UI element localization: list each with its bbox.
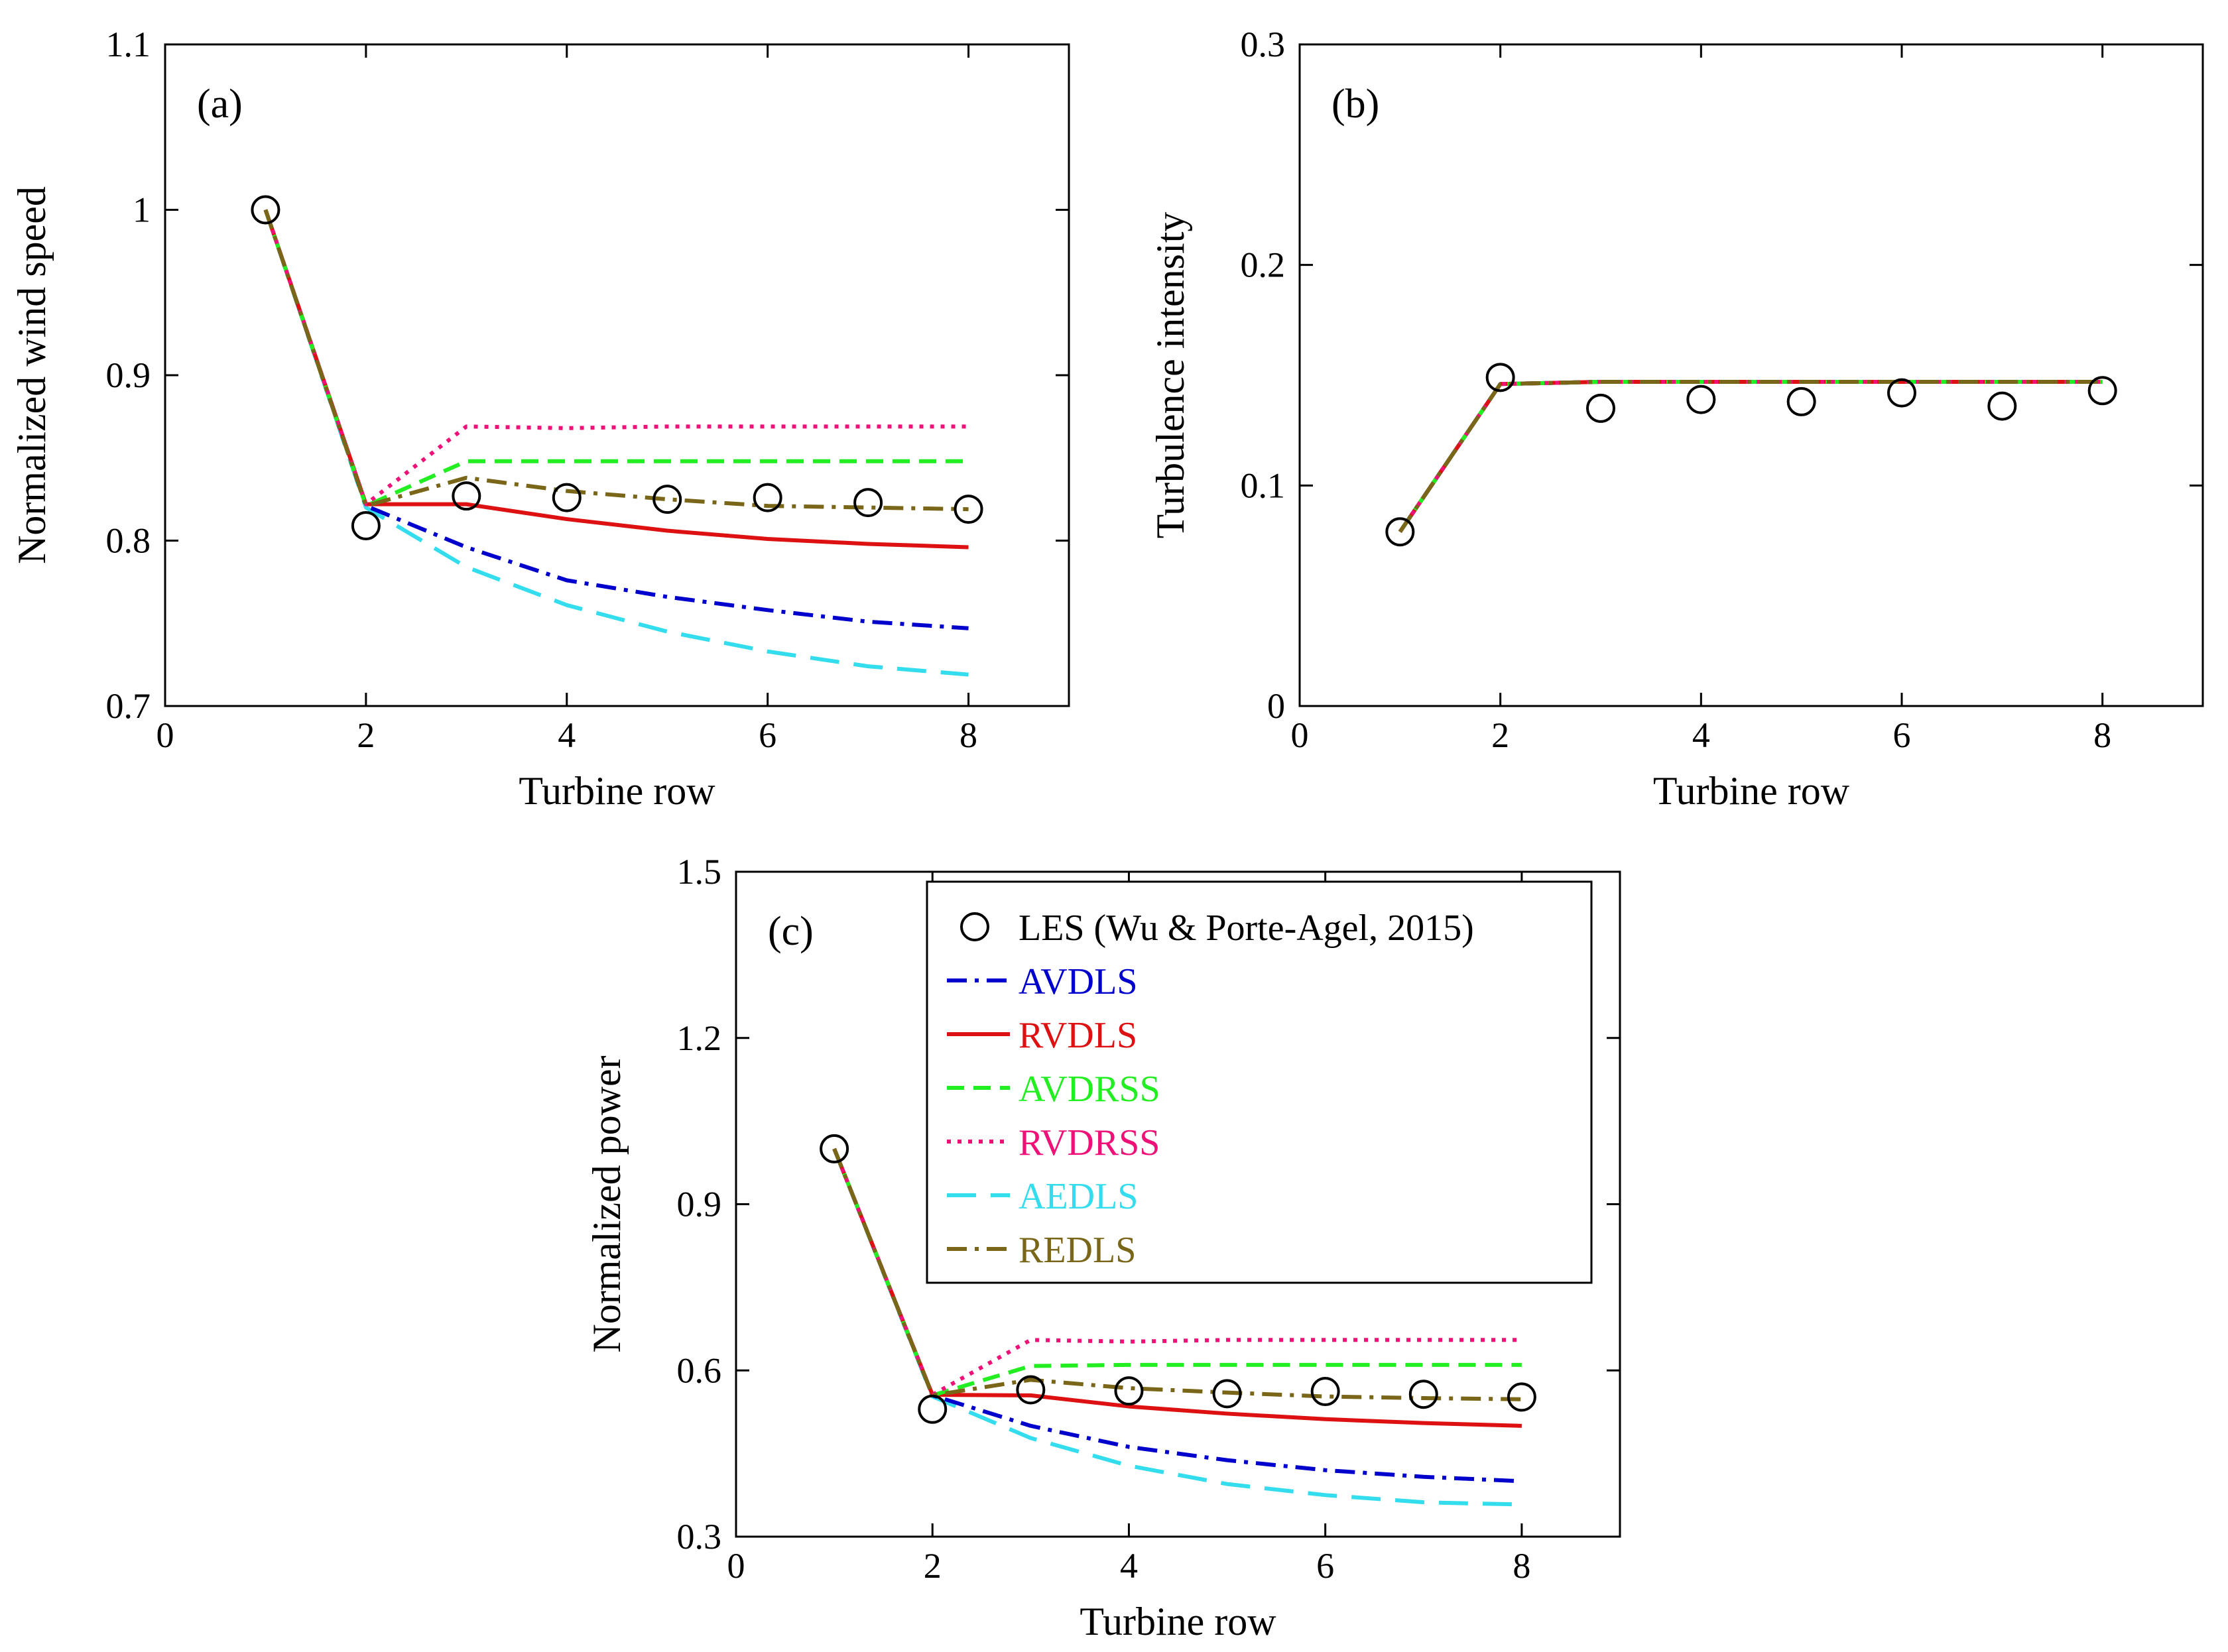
les-marker-a xyxy=(753,483,782,512)
x-tick-label-a: 6 xyxy=(759,715,776,755)
x-axis-label-b: Turbine row xyxy=(1653,769,1850,813)
legend: LES (Wu & Porte-Agel, 2015) AVDLS RVDLS AVD… xyxy=(926,880,1593,1284)
panel-label-b: (b) xyxy=(1331,82,1379,127)
legend-box xyxy=(926,880,1593,1284)
x-axis-label-a: Turbine row xyxy=(519,769,715,813)
y-tick-label-b: 0.2 xyxy=(1241,245,1286,285)
les-marker-a xyxy=(652,485,682,514)
les-marker-c xyxy=(1114,1376,1144,1406)
y-tick-label-c: 0.9 xyxy=(677,1185,722,1224)
y-tick-label-a: 0.8 xyxy=(106,521,151,561)
les-marker-b xyxy=(1686,384,1716,414)
series-line-avdrss-a xyxy=(263,209,969,508)
les-marker-b xyxy=(1485,363,1515,392)
les-marker-c xyxy=(820,1134,849,1163)
y-tick-label-a: 0.7 xyxy=(106,686,151,726)
series-line-rvdls-b xyxy=(1398,379,2103,533)
panel-b: 0 2 4 6 8 0 0.1 0.2 0.3 Turbine row Turbulence int… xyxy=(1148,25,2204,813)
x-tick-label-a: 0 xyxy=(156,715,174,755)
panel-c: 0 2 4 6 8 0.3 0.6 0.9 1.2 1.5 Turbine row Normalize… xyxy=(585,852,1621,1643)
series-line-rvdrss-a xyxy=(263,209,969,506)
les-marker-a xyxy=(351,511,381,541)
series-line-redls-b xyxy=(1398,379,2103,533)
les-marker-a xyxy=(954,495,983,524)
series-line-avdls-b xyxy=(1398,379,2103,533)
series-line-rvdrss-b xyxy=(1398,379,2103,533)
x-tick-label-a: 4 xyxy=(558,715,576,755)
y-tick-label-b: 0 xyxy=(1267,686,1285,726)
panel-label-c: (c) xyxy=(768,909,814,954)
y-tick-label-a: 1.1 xyxy=(106,25,151,64)
les-marker-a xyxy=(452,481,481,511)
x-tick-label-c: 0 xyxy=(727,1546,745,1586)
legend-marker-les xyxy=(960,912,989,941)
x-tick-label-b: 6 xyxy=(1893,715,1911,755)
axes-box-b xyxy=(1298,43,2204,707)
les-marker-b xyxy=(2087,376,2117,406)
les-marker-a xyxy=(251,195,280,225)
x-tick-label-c: 4 xyxy=(1120,1546,1138,1586)
y-tick-label-c: 0.6 xyxy=(677,1350,722,1390)
series-line-avdrss-c xyxy=(832,1148,1522,1397)
x-tick-label-a: 8 xyxy=(959,715,977,755)
y-tick-label-c: 0.3 xyxy=(677,1517,722,1557)
series-line-aedls-c xyxy=(832,1148,1522,1507)
x-tick-label-a: 2 xyxy=(357,715,375,755)
series-line-rvdls-c xyxy=(832,1148,1522,1428)
series-line-rvdrss-c xyxy=(832,1148,1522,1397)
les-marker-c xyxy=(918,1394,948,1424)
legend-label-les: LES (Wu & Porte-Agel, 2015) xyxy=(1019,908,1474,949)
x-tick-label-b: 8 xyxy=(2093,715,2111,755)
les-marker-c xyxy=(1016,1375,1046,1405)
panel-label-a: (a) xyxy=(197,82,243,127)
series-line-aedls-b xyxy=(1398,379,2103,533)
les-marker-b xyxy=(1385,517,1415,547)
y-tick-label-c: 1.2 xyxy=(677,1018,722,1058)
legend-label-redls: REDLS xyxy=(1019,1230,1136,1271)
x-tick-label-b: 2 xyxy=(1491,715,1509,755)
series-line-aedls-a xyxy=(263,209,969,677)
x-axis-label-c: Turbine row xyxy=(1080,1600,1276,1643)
y-tick-label-a: 0.9 xyxy=(106,355,151,395)
les-marker-b xyxy=(1887,378,1916,408)
panel-a: 0 2 4 6 8 0.7 0.8 0.9 1 1.1 Turbine row Normalized … xyxy=(10,25,1070,813)
y-tick-label-b: 0.3 xyxy=(1241,25,1286,64)
y-tick-label-b: 0.1 xyxy=(1241,465,1286,505)
legend-label-rvdrss: RVDRSS xyxy=(1019,1122,1160,1163)
y-tick-label-c: 1.5 xyxy=(677,852,722,892)
series-line-rvdls-a xyxy=(263,209,969,550)
y-axis-label-c: Normalized power xyxy=(585,1055,629,1352)
x-tick-label-b: 4 xyxy=(1692,715,1710,755)
legend-label-avdrss: AVDRSS xyxy=(1019,1069,1160,1110)
legend-label-rvdls: RVDLS xyxy=(1019,1015,1137,1056)
y-axis-label-b: Turbulence intensity xyxy=(1148,212,1192,539)
les-marker-a xyxy=(552,483,582,512)
les-marker-c xyxy=(1212,1379,1242,1409)
legend-label-avdls: AVDLS xyxy=(1019,961,1137,1002)
les-marker-b xyxy=(1586,393,1615,423)
series-line-avdls-a xyxy=(263,209,969,630)
les-marker-b xyxy=(1987,391,2017,421)
les-marker-c xyxy=(1310,1377,1340,1407)
x-tick-label-b: 0 xyxy=(1291,715,1309,755)
x-tick-label-c: 8 xyxy=(1513,1546,1530,1586)
series-line-avdrss-b xyxy=(1398,379,2103,533)
les-marker-c xyxy=(1408,1380,1438,1409)
series-line-redls-a xyxy=(263,209,969,512)
y-axis-label-a: Normalized wind speed xyxy=(10,186,54,564)
series-line-redls-c xyxy=(832,1148,1522,1401)
les-marker-c xyxy=(1507,1382,1536,1412)
les-marker-b xyxy=(1786,386,1816,416)
axes-box-a xyxy=(164,43,1070,707)
series-line-avdls-c xyxy=(832,1148,1522,1484)
legend-label-aedls: AEDLS xyxy=(1019,1176,1138,1217)
x-tick-label-c: 2 xyxy=(924,1546,942,1586)
x-tick-label-c: 6 xyxy=(1316,1546,1334,1586)
les-marker-a xyxy=(853,488,883,518)
y-tick-label-a: 1 xyxy=(133,190,151,230)
